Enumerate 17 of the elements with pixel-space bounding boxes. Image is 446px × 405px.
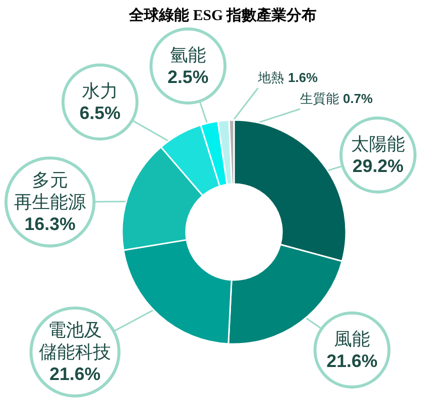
data-label: 6.5% bbox=[79, 103, 121, 123]
data-label: 0.7% bbox=[343, 91, 374, 106]
data-label: 16.3% bbox=[24, 214, 76, 234]
data-label: 29.2% bbox=[352, 156, 404, 176]
slice-label: 太陽能 bbox=[351, 134, 405, 154]
slice-label: 水力 bbox=[82, 81, 118, 101]
data-label: 1.6% bbox=[288, 70, 318, 85]
slice-label: 多元再生能源 bbox=[14, 170, 86, 212]
chart-title: 全球綠能 ESG 指數產業分布 bbox=[128, 7, 317, 24]
slice-label: 電池及儲能科技 bbox=[39, 320, 111, 362]
slice-label: 氫能 bbox=[170, 45, 206, 65]
slice-label: 風能 bbox=[334, 329, 370, 349]
slice-label: 生質能 bbox=[300, 91, 339, 106]
data-label: 21.6% bbox=[326, 351, 378, 371]
slice-label: 地熱 bbox=[257, 70, 284, 85]
data-label: 2.5% bbox=[167, 67, 209, 87]
data-label: 21.6% bbox=[49, 364, 101, 384]
